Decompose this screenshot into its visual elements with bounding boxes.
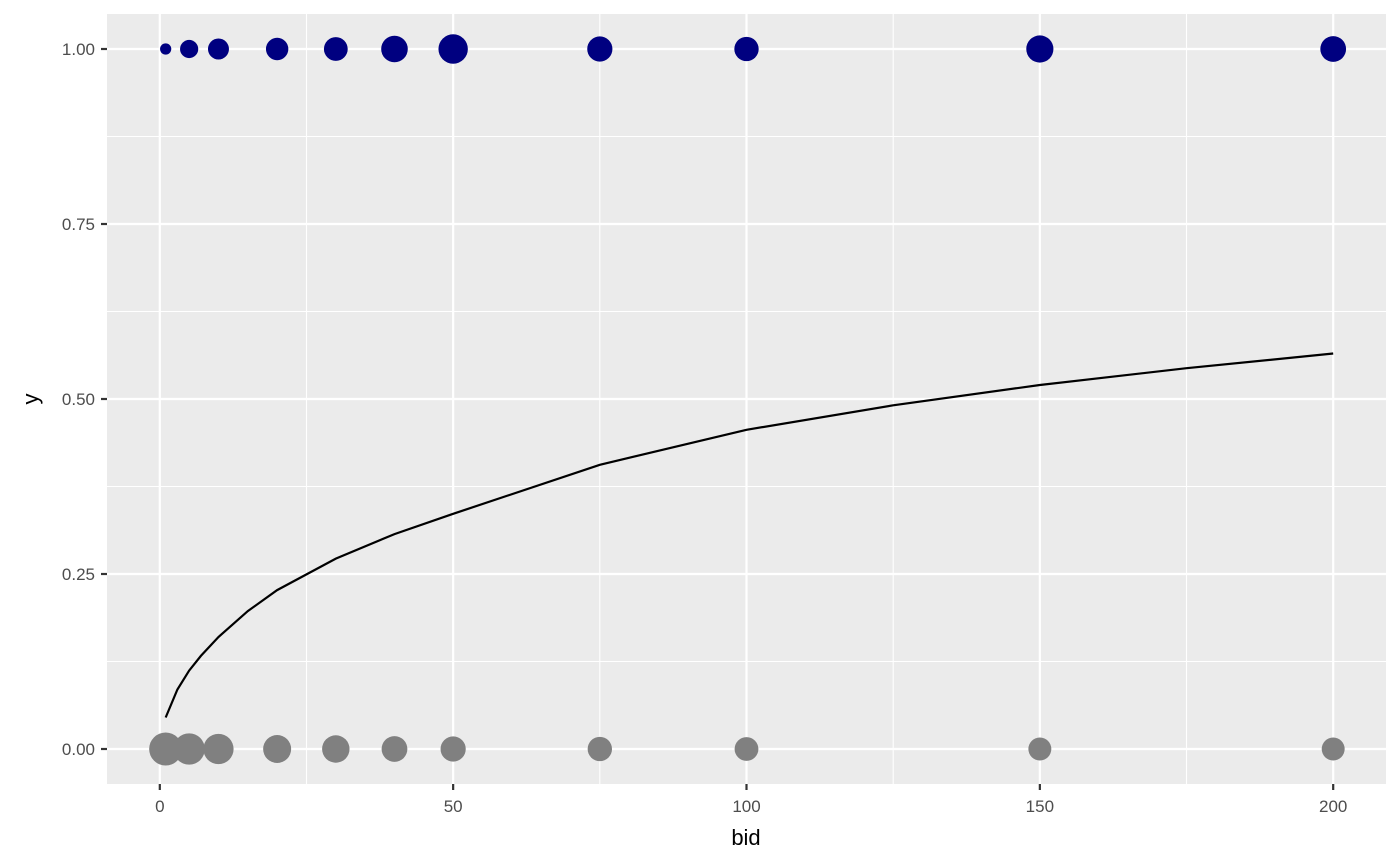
- y-tick-labels: 0.00 0.25 0.50 0.75 1.00: [62, 40, 95, 759]
- x-tick-label: 0: [155, 797, 164, 816]
- x-tick-label: 200: [1319, 797, 1347, 816]
- x-axis-title: bid: [731, 825, 760, 850]
- x-tick-labels: 0 50 100 150 200: [155, 797, 1347, 816]
- point-yes: [265, 37, 289, 61]
- y-tick-label: 0.00: [62, 740, 95, 759]
- point-no: [322, 735, 350, 763]
- point-no: [734, 737, 759, 761]
- point-yes: [180, 39, 199, 59]
- point-yes: [207, 38, 229, 60]
- point-no: [1028, 737, 1052, 761]
- point-no: [587, 736, 613, 762]
- point-no: [173, 733, 205, 765]
- y-tick-label: 0.75: [62, 215, 95, 234]
- point-no: [263, 735, 292, 763]
- point-yes: [1320, 36, 1347, 62]
- axis-ticks: [101, 47, 1335, 790]
- fitted-curve: [164, 352, 1334, 718]
- point-no: [440, 736, 466, 762]
- point-yes: [323, 37, 348, 61]
- point-no: [1321, 737, 1345, 761]
- point-yes: [381, 35, 408, 63]
- x-tick-label: 100: [732, 797, 760, 816]
- point-yes: [1026, 35, 1054, 63]
- x-tick-label: 50: [444, 797, 463, 816]
- point-yes: [160, 43, 172, 55]
- y-tick-label: 1.00: [62, 40, 95, 59]
- point-yes: [587, 36, 613, 62]
- point-no: [149, 732, 183, 766]
- point-no: [203, 733, 234, 765]
- y-tick-label: 0.50: [62, 390, 95, 409]
- point-yes: [734, 36, 759, 62]
- x-tick-label: 150: [1026, 797, 1054, 816]
- point-yes: [438, 34, 468, 64]
- y-axis-title: y: [18, 394, 43, 405]
- data-points: [149, 34, 1347, 766]
- y-tick-label: 0.25: [62, 565, 95, 584]
- point-no: [381, 736, 408, 762]
